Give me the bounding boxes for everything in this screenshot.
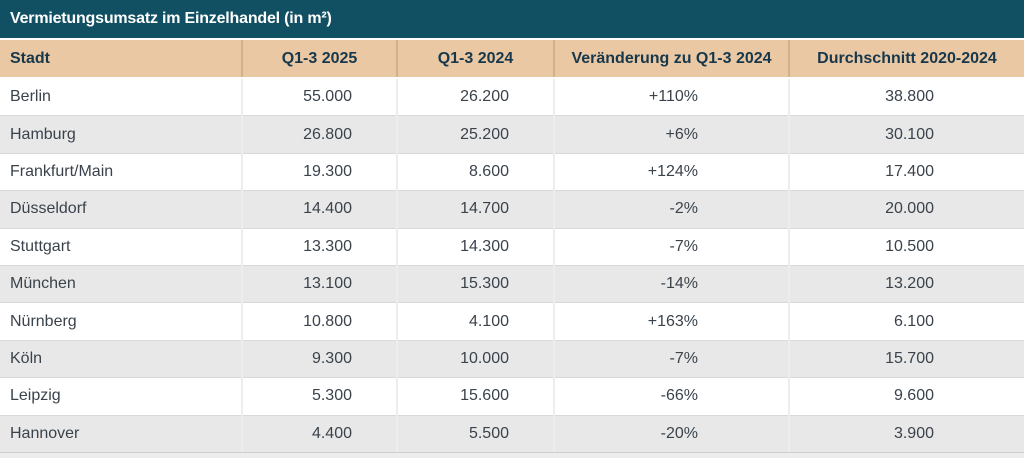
change-cell: -14% (553, 264, 789, 303)
average-cell: 30.100 (788, 115, 1024, 154)
table-row: Hannover 4.400 5.500 -20% 3.900 (0, 414, 1024, 452)
average-cell: 9.600 (788, 377, 1024, 416)
average-cell: 13.200 (788, 264, 1024, 303)
change-cell: +110% (553, 78, 789, 116)
city-cell: Stuttgart (0, 227, 242, 266)
table-row: München 13.100 15.300 -14% 13.200 (0, 264, 1024, 303)
table-body: Berlin 55.000 26.200 +110% 38.800 Hambur… (0, 78, 1024, 452)
q13-2025-cell: 5.300 (241, 377, 397, 416)
q13-2025-cell: 4.400 (241, 414, 397, 452)
column-header-q13-2024: Q1-3 2024 (396, 40, 554, 79)
table-row: Leipzig 5.300 15.600 -66% 9.600 (0, 377, 1024, 416)
average-cell: 17.400 (788, 152, 1024, 191)
table-row: Hamburg 26.800 25.200 +6% 30.100 (0, 115, 1024, 154)
q13-2025-cell: 10.800 (241, 302, 397, 341)
table-row: Köln 9.300 10.000 -7% 15.700 (0, 339, 1024, 378)
column-header-veraenderung: Veränderung zu Q1-3 2024 (553, 40, 789, 79)
average-cell: 6.100 (788, 302, 1024, 341)
title-divider (0, 38, 1024, 40)
average-cell: 15.700 (788, 339, 1024, 378)
city-cell: Berlin (0, 78, 242, 116)
change-cell: -20% (553, 414, 789, 452)
table-row: Frankfurt/Main 19.300 8.600 +124% 17.400 (0, 152, 1024, 191)
average-cell: 20.000 (788, 190, 1024, 229)
q13-2024-cell: 14.700 (396, 190, 554, 229)
average-cell: 38.800 (788, 78, 1024, 116)
q13-2024-cell: 8.600 (396, 152, 554, 191)
average-cell: 10.500 (788, 227, 1024, 266)
city-cell: München (0, 264, 242, 303)
change-cell: +124% (553, 152, 789, 191)
change-cell: -7% (553, 227, 789, 266)
q13-2024-cell: 14.300 (396, 227, 554, 266)
q13-2025-cell: 26.800 (241, 115, 397, 154)
q13-2025-cell: 13.300 (241, 227, 397, 266)
table-row: Nürnberg 10.800 4.100 +163% 6.100 (0, 302, 1024, 341)
average-cell: 3.900 (788, 414, 1024, 452)
page-title: Vermietungsumsatz im Einzelhandel (in m²… (10, 10, 332, 27)
change-cell: -2% (553, 190, 789, 229)
city-cell: Frankfurt/Main (0, 152, 242, 191)
table-row: Stuttgart 13.300 14.300 -7% 10.500 (0, 227, 1024, 266)
footer-strip (0, 451, 1024, 458)
q13-2024-cell: 4.100 (396, 302, 554, 341)
city-cell: Nürnberg (0, 302, 242, 341)
city-cell: Düsseldorf (0, 190, 242, 229)
city-cell: Leipzig (0, 377, 242, 416)
q13-2024-cell: 15.300 (396, 264, 554, 303)
q13-2025-cell: 13.100 (241, 264, 397, 303)
city-cell: Köln (0, 339, 242, 378)
q13-2025-cell: 19.300 (241, 152, 397, 191)
q13-2025-cell: 9.300 (241, 339, 397, 378)
column-header-durchschnitt: Durchschnitt 2020-2024 (788, 40, 1024, 79)
change-cell: -7% (553, 339, 789, 378)
q13-2024-cell: 15.600 (396, 377, 554, 416)
q13-2025-cell: 55.000 (241, 78, 397, 116)
city-cell: Hamburg (0, 115, 242, 154)
table-row: Düsseldorf 14.400 14.700 -2% 20.000 (0, 190, 1024, 229)
q13-2024-cell: 25.200 (396, 115, 554, 154)
column-header-q13-2025: Q1-3 2025 (241, 40, 397, 79)
city-cell: Hannover (0, 414, 242, 452)
title-bar: Vermietungsumsatz im Einzelhandel (in m²… (0, 0, 1024, 38)
q13-2024-cell: 5.500 (396, 414, 554, 452)
header-row: Stadt Q1-3 2025 Q1-3 2024 Veränderung zu… (0, 40, 1024, 79)
q13-2025-cell: 14.400 (241, 190, 397, 229)
change-cell: +163% (553, 302, 789, 341)
data-table: Stadt Q1-3 2025 Q1-3 2024 Veränderung zu… (0, 40, 1024, 452)
q13-2024-cell: 26.200 (396, 78, 554, 116)
table-row: Berlin 55.000 26.200 +110% 38.800 (0, 78, 1024, 116)
change-cell: -66% (553, 377, 789, 416)
column-header-stadt: Stadt (0, 40, 242, 79)
change-cell: +6% (553, 115, 789, 154)
q13-2024-cell: 10.000 (396, 339, 554, 378)
